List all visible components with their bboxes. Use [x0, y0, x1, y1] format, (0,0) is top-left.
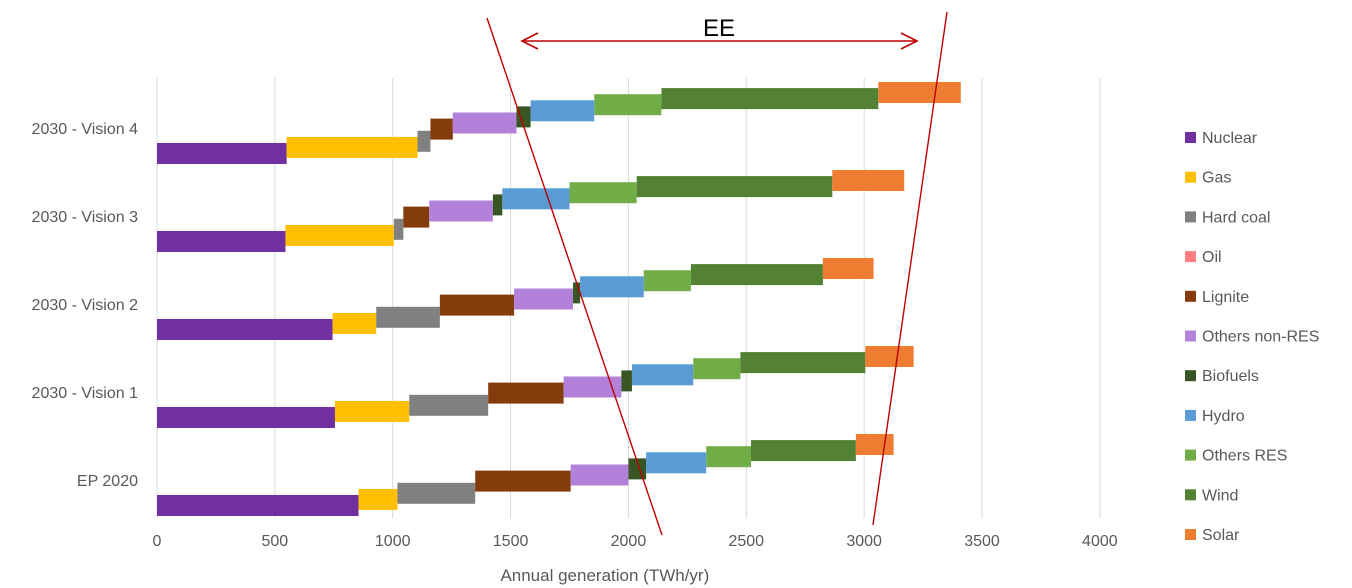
bar-2030-vision-2-solar: [822, 258, 874, 279]
ee-annotation-label: EE: [703, 15, 735, 42]
legend-swatch-hydro: [1185, 409, 1196, 421]
legend-label-others-res: Others RES: [1202, 448, 1287, 465]
bar-2030-vision-3-wind: [636, 176, 833, 198]
bar-2030-vision-3-gas: [285, 224, 394, 246]
bar-2030-vision-4-gas: [286, 136, 418, 158]
bar-ep-2020-hydro: [646, 452, 707, 474]
legend-swatch-hard-coal: [1185, 211, 1196, 223]
ee-boundary-line-right: [872, 11, 948, 526]
bar-2030-vision-4-hard-coal: [417, 130, 431, 152]
bar-2030-vision-2-others-res: [643, 270, 691, 292]
bar-2030-vision-1-gas: [334, 400, 410, 422]
legend-swatch-oil: [1185, 251, 1196, 263]
bar-ep-2020-lignite: [475, 470, 571, 492]
x-tick-label-4000: 4000: [1082, 533, 1118, 550]
legend-label-hard-coal: Hard coal: [1202, 209, 1270, 226]
bar-2030-vision-2-wind: [690, 264, 823, 286]
bar-2030-vision-3-solar: [832, 170, 905, 191]
legend-label-biofuels: Biofuels: [1202, 368, 1259, 385]
legend-label-solar: Solar: [1202, 527, 1240, 544]
bar-2030-vision-1-nuclear: [157, 407, 335, 428]
legend-label-gas: Gas: [1202, 170, 1231, 187]
bar-2030-vision-3-others-res: [569, 182, 637, 204]
x-tick-label-0: 0: [153, 533, 162, 550]
bar-2030-vision-1-biofuels: [621, 370, 632, 392]
x-axis-title: Annual generation (TWh/yr): [500, 566, 709, 585]
bar-2030-vision-4-wind: [661, 88, 879, 110]
legend-label-others-non-res: Others non-RES: [1202, 329, 1319, 346]
x-tick-label-500: 500: [262, 533, 289, 550]
x-tick-label-3500: 3500: [964, 533, 1000, 550]
bar-2030-vision-2-biofuels: [573, 282, 581, 304]
bar-2030-vision-4-nuclear: [157, 143, 287, 164]
legend-swatch-biofuels: [1185, 370, 1196, 382]
bar-2030-vision-3-hard-coal: [393, 218, 404, 240]
legend-label-hydro: Hydro: [1202, 408, 1245, 425]
bar-2030-vision-1-hard-coal: [409, 394, 489, 416]
bar-ep-2020-nuclear: [157, 495, 359, 516]
legend-swatch-others-non-res: [1185, 330, 1196, 342]
bar-2030-vision-4-biofuels: [516, 106, 531, 128]
category-label-2030-vision-1: 2030 - Vision 1: [32, 385, 139, 402]
legend-swatch-gas: [1185, 171, 1196, 183]
legend-swatch-others-res: [1185, 449, 1196, 461]
x-tick-label-1000: 1000: [375, 533, 411, 550]
legend-swatch-solar: [1185, 529, 1196, 540]
bar-2030-vision-4-lignite: [430, 118, 453, 140]
category-label-ep-2020: EP 2020: [77, 473, 138, 490]
bar-2030-vision-2-hard-coal: [376, 306, 440, 328]
bar-2030-vision-4-others-res: [594, 94, 662, 116]
bar-2030-vision-4-solar: [878, 82, 961, 103]
legend-label-lignite: Lignite: [1202, 289, 1249, 306]
bar-ep-2020-others-non-res: [570, 464, 629, 486]
bar-2030-vision-2-others-non-res: [514, 288, 574, 310]
bar-2030-vision-1-others-res: [693, 358, 741, 380]
legend-label-nuclear: Nuclear: [1202, 130, 1258, 147]
bar-2030-vision-3-biofuels: [492, 194, 503, 216]
category-label-2030-vision-3: 2030 - Vision 3: [32, 209, 139, 226]
category-label-2030-vision-4: 2030 - Vision 4: [32, 121, 139, 138]
ee-boundary-line-left: [486, 17, 663, 536]
bar-ep-2020-wind: [751, 440, 856, 462]
bar-2030-vision-1-others-non-res: [563, 376, 622, 398]
bar-ep-2020-solar: [855, 434, 894, 455]
legend-swatch-lignite: [1185, 290, 1196, 302]
bar-2030-vision-3-lignite: [403, 206, 430, 228]
x-tick-label-2500: 2500: [728, 533, 764, 550]
bar-2030-vision-3-others-non-res: [429, 200, 493, 222]
bar-2030-vision-2-nuclear: [157, 319, 333, 340]
bar-2030-vision-1-hydro: [631, 364, 694, 386]
bar-2030-vision-1-lignite: [488, 382, 564, 404]
legend-label-wind: Wind: [1202, 487, 1238, 504]
x-tick-label-2000: 2000: [611, 533, 647, 550]
legend-swatch-nuclear: [1185, 132, 1196, 143]
bar-ep-2020-hard-coal: [397, 482, 476, 504]
bar-2030-vision-4-hydro: [530, 100, 595, 122]
category-label-2030-vision-2: 2030 - Vision 2: [32, 297, 139, 314]
legend-swatch-wind: [1185, 489, 1196, 501]
bar-2030-vision-1-solar: [865, 346, 914, 367]
bar-2030-vision-1-wind: [740, 352, 866, 374]
bar-2030-vision-4-others-non-res: [452, 112, 517, 134]
bar-2030-vision-2-hydro: [580, 276, 644, 298]
legend-label-oil: Oil: [1202, 249, 1222, 266]
bar-2030-vision-3-hydro: [502, 188, 570, 210]
bar-ep-2020-others-res: [706, 446, 751, 468]
x-tick-label-3000: 3000: [846, 533, 882, 550]
bar-2030-vision-3-nuclear: [157, 231, 286, 252]
x-tick-label-1500: 1500: [493, 533, 529, 550]
bar-2030-vision-2-lignite: [439, 294, 515, 316]
bar-2030-vision-2-gas: [332, 312, 377, 334]
bar-ep-2020-gas: [358, 488, 398, 510]
